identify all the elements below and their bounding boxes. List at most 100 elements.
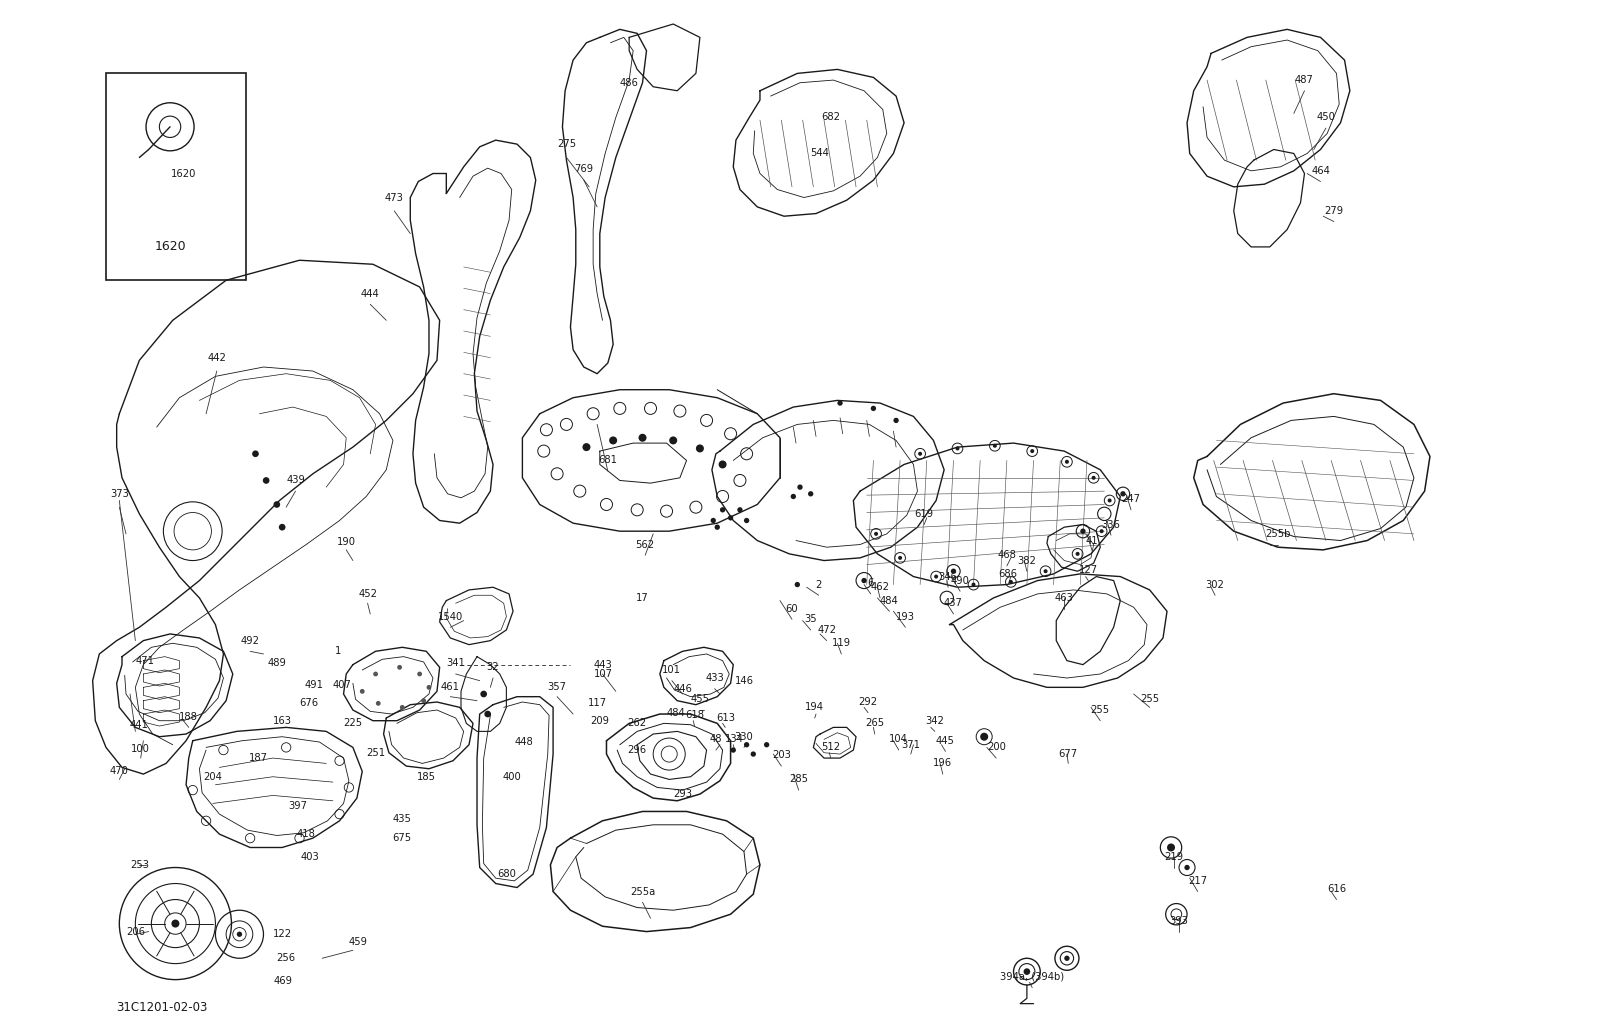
Text: 190: 190 bbox=[336, 537, 355, 547]
Circle shape bbox=[898, 556, 902, 560]
Circle shape bbox=[480, 691, 486, 697]
Circle shape bbox=[696, 445, 704, 452]
Circle shape bbox=[1099, 529, 1104, 533]
Text: 613: 613 bbox=[715, 713, 734, 723]
Circle shape bbox=[763, 742, 770, 747]
Text: 462: 462 bbox=[870, 582, 890, 592]
Text: 470: 470 bbox=[110, 767, 128, 776]
Text: 146: 146 bbox=[734, 675, 754, 686]
Circle shape bbox=[797, 485, 803, 490]
Circle shape bbox=[669, 437, 677, 445]
Text: 200: 200 bbox=[987, 742, 1006, 752]
Circle shape bbox=[994, 444, 997, 448]
Circle shape bbox=[373, 671, 378, 676]
Text: 403: 403 bbox=[301, 852, 320, 862]
Text: 41: 41 bbox=[1086, 535, 1099, 545]
Circle shape bbox=[728, 516, 733, 521]
Circle shape bbox=[720, 507, 725, 512]
Text: 393: 393 bbox=[1170, 916, 1189, 926]
Text: 187: 187 bbox=[248, 753, 267, 763]
Circle shape bbox=[870, 406, 877, 411]
Text: 209: 209 bbox=[590, 715, 610, 726]
Circle shape bbox=[918, 452, 922, 456]
Circle shape bbox=[397, 665, 402, 669]
Circle shape bbox=[1091, 476, 1096, 480]
Text: 188: 188 bbox=[179, 711, 198, 722]
Text: 330: 330 bbox=[734, 732, 754, 742]
Circle shape bbox=[253, 450, 259, 457]
Text: 60: 60 bbox=[786, 604, 798, 614]
Text: 302: 302 bbox=[1206, 579, 1224, 589]
Text: 490: 490 bbox=[950, 576, 970, 585]
Circle shape bbox=[278, 524, 285, 531]
Text: 486: 486 bbox=[619, 78, 638, 88]
Text: 255: 255 bbox=[1091, 705, 1110, 715]
Text: 437: 437 bbox=[944, 599, 963, 608]
Text: 435: 435 bbox=[394, 815, 411, 824]
Text: 445: 445 bbox=[936, 736, 955, 746]
Text: 262: 262 bbox=[627, 719, 646, 729]
Text: 1620: 1620 bbox=[171, 168, 197, 178]
Text: 275: 275 bbox=[557, 139, 576, 150]
Text: 619: 619 bbox=[915, 508, 934, 519]
Text: 544: 544 bbox=[811, 149, 829, 159]
Text: 472: 472 bbox=[818, 625, 837, 634]
Circle shape bbox=[950, 569, 957, 574]
Text: 336: 336 bbox=[1101, 520, 1120, 530]
Text: 32: 32 bbox=[486, 662, 499, 672]
Text: 439: 439 bbox=[286, 476, 306, 486]
Text: 357: 357 bbox=[547, 683, 566, 692]
Text: 682: 682 bbox=[821, 113, 840, 122]
Text: 491: 491 bbox=[304, 680, 323, 690]
Text: 100: 100 bbox=[131, 744, 150, 753]
Circle shape bbox=[1107, 498, 1112, 502]
Text: 450: 450 bbox=[1317, 113, 1336, 122]
Text: 484: 484 bbox=[880, 596, 899, 606]
Circle shape bbox=[638, 434, 646, 442]
Circle shape bbox=[427, 685, 432, 690]
Text: 769: 769 bbox=[574, 164, 594, 174]
Circle shape bbox=[1024, 969, 1030, 975]
Circle shape bbox=[718, 460, 726, 468]
Text: 616: 616 bbox=[1326, 884, 1346, 894]
Circle shape bbox=[1030, 449, 1034, 453]
Circle shape bbox=[376, 701, 381, 706]
Text: 1: 1 bbox=[334, 647, 341, 656]
Circle shape bbox=[360, 689, 365, 694]
Circle shape bbox=[1043, 569, 1048, 573]
Circle shape bbox=[744, 742, 749, 747]
Text: 117: 117 bbox=[587, 698, 606, 708]
Text: 371: 371 bbox=[901, 740, 920, 749]
Circle shape bbox=[861, 578, 867, 583]
Text: 48: 48 bbox=[710, 734, 722, 744]
Text: 675: 675 bbox=[392, 833, 411, 844]
Text: 255a: 255a bbox=[630, 887, 654, 897]
Text: 101: 101 bbox=[662, 665, 682, 675]
Text: 618: 618 bbox=[685, 710, 704, 721]
Text: 444: 444 bbox=[362, 289, 379, 298]
Text: 185: 185 bbox=[418, 772, 435, 782]
Circle shape bbox=[955, 447, 960, 450]
Circle shape bbox=[790, 494, 795, 499]
Text: 677: 677 bbox=[1059, 749, 1078, 760]
Circle shape bbox=[715, 525, 720, 530]
Text: 107: 107 bbox=[594, 669, 613, 679]
Text: 446: 446 bbox=[674, 684, 691, 694]
Text: 1620: 1620 bbox=[154, 241, 186, 253]
Text: 680: 680 bbox=[498, 869, 515, 879]
Text: 489: 489 bbox=[267, 658, 286, 668]
Text: 247: 247 bbox=[1122, 494, 1141, 504]
Circle shape bbox=[981, 733, 989, 741]
Text: 394a, (394b): 394a, (394b) bbox=[1000, 972, 1064, 982]
Text: 676: 676 bbox=[299, 698, 318, 708]
Text: 253: 253 bbox=[130, 860, 149, 870]
Text: 163: 163 bbox=[272, 715, 291, 726]
Text: 265: 265 bbox=[866, 719, 885, 729]
Circle shape bbox=[1184, 865, 1190, 870]
Circle shape bbox=[710, 518, 715, 523]
Circle shape bbox=[874, 532, 878, 536]
Text: 203: 203 bbox=[771, 750, 790, 761]
Text: 193: 193 bbox=[896, 612, 915, 621]
Text: 443: 443 bbox=[594, 660, 611, 669]
Text: 373: 373 bbox=[110, 489, 128, 499]
